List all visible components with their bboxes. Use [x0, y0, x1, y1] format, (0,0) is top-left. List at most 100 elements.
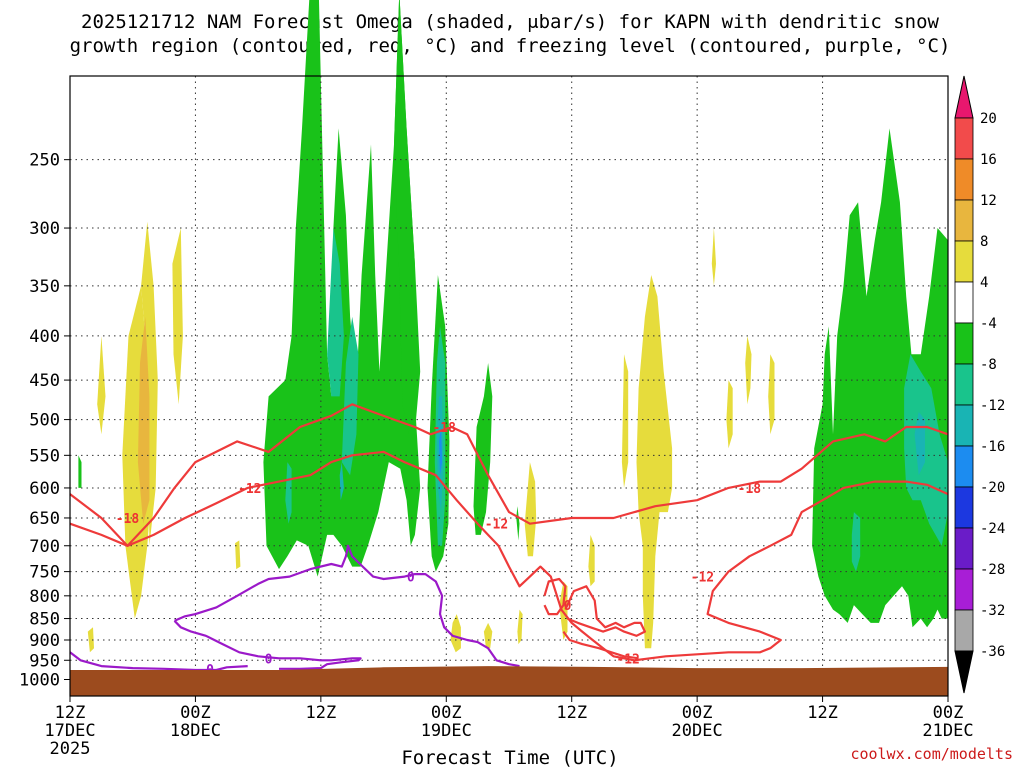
colorbar-bottom-triangle: [954, 650, 974, 694]
omega-region-33: [745, 335, 752, 405]
omega-colorbar: 20 16 12 8 4 -4 -8 -12 -16 -20 -24 -28 -32 -36: [954, 75, 1005, 694]
x-tick-label-36-2: 19DEC: [421, 721, 472, 741]
omega-region-10: [473, 363, 493, 535]
y-tick-label-500: 500: [29, 411, 60, 431]
terrain-ground: [70, 666, 948, 696]
colorbar-segment-2: [954, 199, 974, 242]
red-contour-0: [69, 403, 949, 547]
x-tick-label-84-2: 21DEC: [922, 721, 973, 741]
omega-region-3: [97, 335, 106, 435]
red-contour-label-2-0: 0: [564, 599, 572, 614]
red-contour-label-0-1: -18: [432, 421, 456, 436]
red-contour-label-1-0: -12: [238, 482, 261, 497]
omega-region-34: [768, 354, 775, 435]
x-tick-label-84-1: 00Z: [933, 703, 964, 723]
red-contour-4: [543, 577, 567, 616]
omega-region-22: [339, 462, 344, 501]
omega-region-7: [263, 0, 421, 577]
omega-region-35: [588, 534, 595, 587]
y-tick-label-550: 550: [29, 446, 60, 466]
y-tick-label-400: 400: [29, 327, 60, 347]
omega-region-30: [621, 354, 629, 488]
omega-region-26: [524, 462, 537, 557]
omega-region-5: [235, 540, 241, 570]
omega-region-23: [439, 427, 443, 476]
colorbar-segment-4: [954, 281, 974, 324]
plot-area: -18-18-18-12-12-12-120 000: [69, 0, 949, 697]
x-tick-label-12-1: 00Z: [180, 703, 211, 723]
colorbar-label-7: -12: [980, 398, 1005, 414]
colorbar-top-triangle: [954, 75, 974, 119]
x-tick-label-60-1: 00Z: [682, 703, 713, 723]
x-tick-label-36-1: 00Z: [431, 703, 462, 723]
colorbar-label-13: -36: [980, 644, 1005, 660]
colorbar-label-10: -24: [980, 521, 1005, 537]
y-tick-label-1000: 1000: [19, 670, 60, 690]
colorbar-label-9: -20: [980, 480, 1005, 496]
colorbar-label-0: 20: [980, 111, 997, 127]
colorbar-label-12: -32: [980, 603, 1005, 619]
purple-contour-1: [174, 544, 520, 668]
colorbar-segment-11: [954, 568, 974, 611]
omega-region-32: [726, 380, 733, 449]
colorbar-segment-8: [954, 445, 974, 488]
omega-region-6: [137, 316, 150, 524]
x-tick-label-48-1: 12Z: [556, 703, 587, 723]
plot-background: [70, 76, 948, 696]
purple-contour-label-1-0: 0: [407, 571, 415, 586]
red-contour-1: [69, 450, 949, 662]
y-tick-label-800: 800: [29, 587, 60, 607]
omega-region-15: [341, 316, 359, 476]
y-tick-label-250: 250: [29, 151, 60, 171]
y-tick-label-700: 700: [29, 537, 60, 557]
y-tick-label-350: 350: [29, 277, 60, 297]
colorbar-label-5: -4: [980, 316, 997, 332]
red-contour-label-1-1: -12: [485, 518, 508, 533]
omega-region-18: [904, 354, 948, 546]
colorbar-segment-9: [954, 486, 974, 529]
colorbar-segment-10: [954, 527, 974, 570]
y-tick-label-900: 900: [29, 631, 60, 651]
colorbar-label-2: 12: [980, 193, 997, 209]
omega-region-25: [483, 622, 493, 649]
purple-contour-label-2-0: 0: [265, 653, 273, 668]
omega-region-14: [327, 228, 344, 397]
omega-region-17: [285, 462, 292, 524]
y-tick-label-600: 600: [29, 479, 60, 499]
red-contour-3: [562, 630, 639, 660]
y-tick-label-450: 450: [29, 371, 60, 391]
colorbar-segment-0: [954, 117, 974, 160]
x-tick-label-0-1: 12Z: [55, 703, 86, 723]
colorbar-segment-5: [954, 322, 974, 365]
omega-region-12: [78, 455, 82, 488]
omega-shading: [78, 0, 948, 653]
red-contour-2: [564, 585, 647, 637]
purple-contour-2: [173, 620, 362, 670]
omega-region-4: [87, 627, 94, 653]
x-axis-label: Forecast Time (UTC): [401, 747, 618, 768]
purple-contour-0: [69, 651, 248, 672]
red-contour-label-1-2: -12: [691, 571, 714, 586]
x-tick-label-12-2: 18DEC: [170, 721, 221, 741]
y-tick-label-950: 950: [29, 651, 60, 671]
omega-region-8: [394, 0, 415, 435]
omega-region-13: [812, 128, 948, 628]
colorbar-label-3: 8: [980, 234, 988, 250]
x-tick-label-24-1: 12Z: [305, 703, 336, 723]
grid-lines: [69, 76, 949, 696]
red-contour-label-0-2: -18: [738, 482, 762, 497]
colorbar-label-4: 4: [980, 275, 988, 291]
x-tick-label-72-1: 12Z: [807, 703, 838, 723]
colorbar-label-8: -16: [980, 439, 1005, 455]
colorbar-segment-6: [954, 363, 974, 406]
y-tick-label-750: 750: [29, 563, 60, 583]
colorbar-segment-3: [954, 240, 974, 283]
omega-region-11: [516, 506, 520, 541]
credit-text: coolwx.com/modelts: [850, 745, 1013, 763]
x-tick-label-0-2: 17DEC: [44, 721, 95, 741]
omega-region-2: [172, 228, 183, 405]
colorbar-label-1: 16: [980, 152, 997, 168]
x-tick-label-0-3: 2025: [50, 739, 91, 759]
